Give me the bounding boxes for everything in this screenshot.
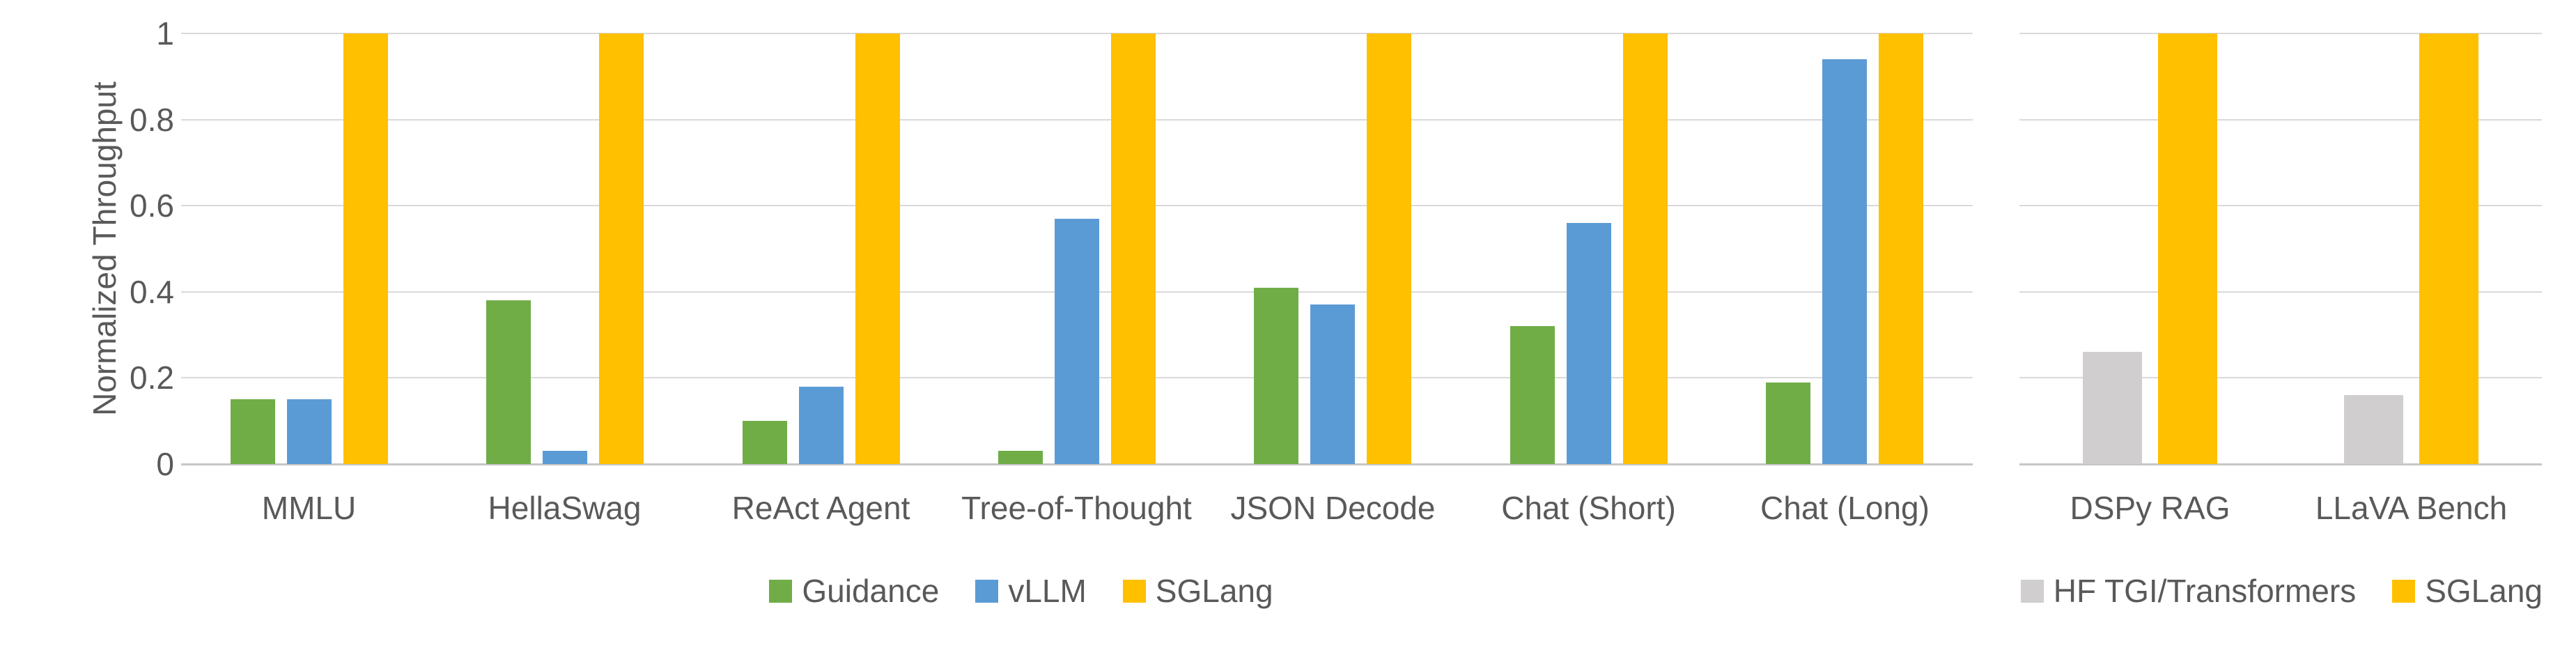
bar-vllm-hellaswag [543,451,587,464]
bar-guidance-tree-of-thought [998,451,1043,464]
category-label-chat-long: Chat (Long) [1760,490,1930,526]
bar-vllm-react-agent [799,387,844,464]
category-label-llava-bench: LLaVA Bench [2315,490,2508,526]
bar-sglang-hellaswag [599,33,644,464]
bar-hf-tgi-transformers-dspy-rag [2083,352,2142,464]
bar-vllm-chat-long [1822,59,1867,464]
gridline [2019,118,2542,121]
legend-swatch-sglang [1122,579,1146,603]
bar-sglang-json-decode [1367,33,1411,464]
x-axis-line [2019,463,2542,465]
bar-guidance-hellaswag [486,300,531,464]
legend-label-sglang: SGLang [2425,573,2543,609]
category-label-json-decode: JSON Decode [1230,490,1436,526]
legend-main-benchmarks: Guidance vLLM SGLang [70,570,1973,612]
bar-hf-tgi-transformers-llava-bench [2344,395,2403,464]
gridline [2019,291,2542,293]
gridline [2019,377,2542,379]
legend-label-hf-tgi-transformers: HF TGI/Transformers [2053,573,2357,609]
bar-guidance-chat-long [1766,383,1810,464]
bar-guidance-mmlu [231,399,275,464]
bar-guidance-chat-short [1510,326,1555,464]
bar-guidance-react-agent [743,421,787,464]
bar-sglang-react-agent [855,33,900,464]
legend-item-guidance: Guidance [769,572,939,610]
legend-item-sglang: SGLang [2392,572,2543,610]
gridline [2019,33,2542,34]
legend-label-sglang: SGLang [1155,573,1273,609]
legend-swatch-hf-tgi-transformers [2020,579,2044,603]
bar-sglang-tree-of-thought [1111,33,1156,464]
bar-guidance-json-decode [1254,288,1298,464]
legend-item-hf-tgi-transformers: HF TGI/Transformers [2020,572,2357,610]
legend-label-vllm: vLLM [1008,573,1087,609]
bar-sglang-dspy-rag [2158,33,2217,464]
legend-swatch-guidance [769,579,793,603]
bar-sglang-mmlu [343,33,388,464]
legend-hf-benchmarks: HF TGI/Transformers SGLang [2019,570,2543,612]
legend-swatch-vllm [975,579,999,603]
category-label-hellaswag: HellaSwag [488,490,642,526]
y-tick-label: 1 [156,15,174,52]
y-tick-label: 0.4 [130,273,174,310]
y-tick-label: 0 [156,446,174,482]
gridline [181,33,1973,34]
category-label-mmlu: MMLU [261,490,357,526]
bar-vllm-tree-of-thought [1055,219,1099,464]
bar-sglang-chat-long [1879,33,1923,464]
y-tick-label: 0.6 [130,187,174,224]
category-label-dspy-rag: DSPy RAG [2070,490,2230,526]
y-tick-label: 0.8 [130,101,174,138]
bar-vllm-chat-short [1567,223,1611,464]
category-label-tree-of-thought: Tree-of-Thought [961,490,1192,526]
legend-item-sglang: SGLang [1122,572,1273,610]
bar-vllm-mmlu [287,399,332,464]
bar-vllm-json-decode [1310,304,1355,464]
gridline [181,118,1973,121]
legend-swatch-sglang [2392,579,2416,603]
bar-sglang-chat-short [1623,33,1668,464]
category-label-react-agent: ReAct Agent [731,490,910,526]
x-axis-line [181,463,1973,465]
legend-item-vllm: vLLM [975,572,1087,610]
gridline [2019,205,2542,207]
gridline [181,205,1973,207]
legend-label-guidance: Guidance [802,573,940,609]
category-label-chat-short: Chat (Short) [1501,490,1676,526]
y-tick-label: 0.2 [130,360,174,396]
bar-sglang-llava-bench [2419,33,2478,464]
